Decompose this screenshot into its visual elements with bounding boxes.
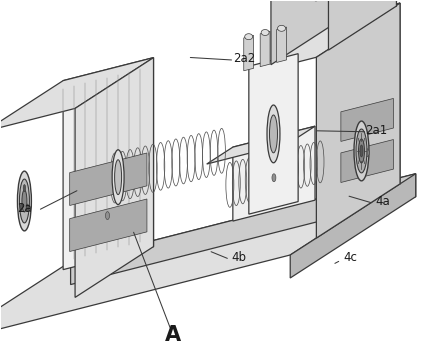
Polygon shape — [293, 0, 339, 32]
Polygon shape — [71, 174, 416, 285]
Text: A: A — [165, 325, 181, 345]
Polygon shape — [0, 58, 153, 131]
Polygon shape — [316, 3, 400, 238]
Ellipse shape — [310, 0, 322, 1]
Ellipse shape — [261, 29, 269, 35]
Ellipse shape — [26, 204, 28, 211]
Text: 2a1: 2a1 — [365, 124, 387, 137]
Polygon shape — [244, 35, 254, 71]
Ellipse shape — [267, 105, 280, 163]
Ellipse shape — [23, 185, 26, 192]
Text: 4b: 4b — [231, 251, 246, 264]
Polygon shape — [290, 174, 416, 278]
Ellipse shape — [272, 174, 276, 182]
Text: 4a: 4a — [375, 195, 390, 208]
Ellipse shape — [18, 171, 32, 231]
Ellipse shape — [365, 149, 369, 157]
Polygon shape — [271, 0, 339, 65]
Polygon shape — [341, 98, 393, 141]
Ellipse shape — [269, 115, 277, 153]
Polygon shape — [334, 3, 400, 201]
Polygon shape — [75, 58, 153, 297]
Polygon shape — [277, 27, 286, 62]
Polygon shape — [63, 58, 153, 270]
Polygon shape — [70, 153, 147, 205]
Text: 2a2: 2a2 — [233, 52, 255, 65]
Polygon shape — [328, 0, 396, 50]
Ellipse shape — [112, 150, 124, 205]
Polygon shape — [70, 199, 147, 252]
Polygon shape — [260, 31, 270, 67]
Ellipse shape — [245, 34, 253, 40]
Text: 2a: 2a — [18, 202, 32, 215]
Polygon shape — [251, 3, 400, 74]
Polygon shape — [233, 126, 315, 221]
Ellipse shape — [278, 25, 286, 31]
Polygon shape — [341, 140, 393, 183]
Ellipse shape — [356, 129, 367, 173]
Ellipse shape — [354, 121, 369, 181]
Polygon shape — [339, 0, 396, 21]
Ellipse shape — [360, 145, 363, 157]
Ellipse shape — [20, 204, 23, 211]
Polygon shape — [207, 126, 315, 164]
Ellipse shape — [22, 190, 27, 212]
Ellipse shape — [106, 212, 110, 220]
Ellipse shape — [358, 139, 364, 163]
Ellipse shape — [115, 160, 122, 194]
Text: 4c: 4c — [343, 251, 357, 264]
Polygon shape — [249, 54, 298, 214]
Ellipse shape — [19, 179, 29, 223]
Polygon shape — [0, 174, 416, 343]
